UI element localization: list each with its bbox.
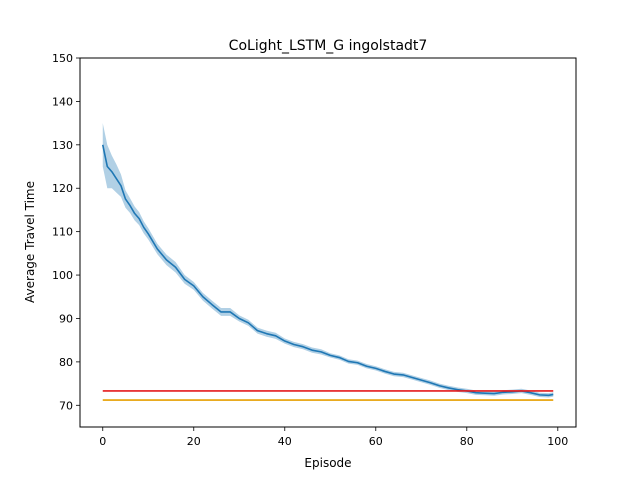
chart-title: CoLight_LSTM_G ingolstadt7: [229, 38, 428, 54]
y-tick-label: 90: [59, 312, 73, 325]
y-tick-label: 140: [52, 95, 73, 108]
series-1-line: [101, 144, 554, 397]
y-tick-label: 100: [52, 269, 73, 282]
x-tick-label: 20: [187, 435, 201, 448]
y-axis-label: Average Travel Time: [23, 181, 37, 303]
axes-frame: [79, 57, 577, 428]
y-tick-label: 150: [52, 52, 73, 65]
x-tick-label: 100: [547, 435, 568, 448]
x-tick-label: 0: [99, 435, 106, 448]
y-tick-label: 70: [59, 399, 73, 412]
x-tick-label: 80: [460, 435, 474, 448]
x-axis-label: Episode: [304, 456, 351, 470]
plot-layer: [101, 123, 554, 401]
x-tick-label: 40: [278, 435, 292, 448]
tick-layer: 0 20 40 60 80 100 70 80 90 100 110 120 130 140 150: [52, 52, 568, 448]
y-tick-label: 120: [52, 182, 73, 195]
x-tick-label: 60: [369, 435, 383, 448]
y-tick-label: 80: [59, 356, 73, 369]
y-tick-label: 110: [52, 226, 73, 239]
y-tick-label: 130: [52, 139, 73, 152]
